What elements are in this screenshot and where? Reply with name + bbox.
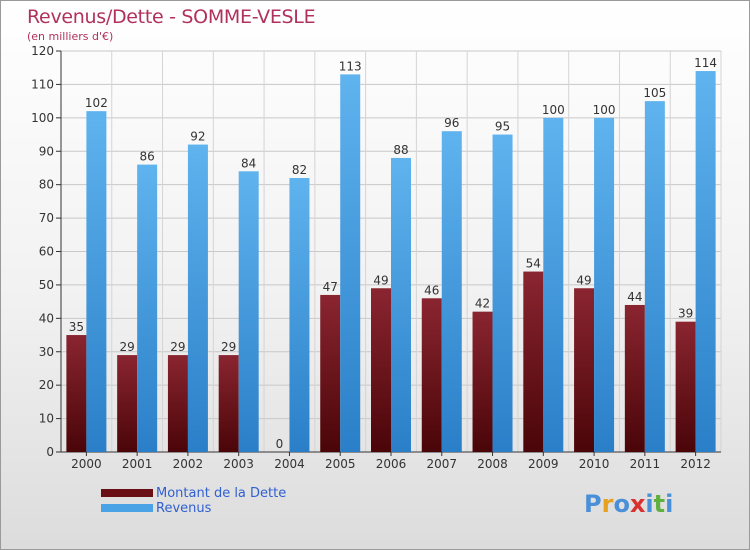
legend-label-debt: Montant de la Dette xyxy=(156,486,287,501)
bar-debt xyxy=(574,288,595,452)
bar-debt xyxy=(624,304,645,452)
data-label-revenue: 100 xyxy=(542,103,565,117)
x-tick-label: 2009 xyxy=(528,457,559,471)
bar-debt xyxy=(167,355,188,452)
data-label-revenue: 88 xyxy=(393,143,408,157)
x-tick-label: 2000 xyxy=(71,457,102,471)
x-tick-label: 2012 xyxy=(680,457,711,471)
logo-letter: o xyxy=(613,490,630,518)
bar-revenue xyxy=(391,157,411,452)
bar-revenue xyxy=(492,134,513,452)
x-tick-label: 2001 xyxy=(122,457,153,471)
data-label-revenue: 102 xyxy=(85,96,108,110)
x-tick-label: 2011 xyxy=(630,457,661,471)
data-label-revenue: 114 xyxy=(694,56,717,70)
bar-debt xyxy=(421,298,442,452)
bar-revenue xyxy=(238,171,259,453)
legend-swatch-debt xyxy=(101,489,153,497)
data-label-revenue: 86 xyxy=(140,150,155,164)
bar-debt xyxy=(320,294,341,452)
bar-revenue xyxy=(543,117,564,452)
chart-subtitle: (en milliers d'€) xyxy=(27,30,114,43)
data-label-debt: 44 xyxy=(627,290,642,304)
bar-revenue xyxy=(594,117,615,452)
chart-title: Revenus/Dette - SOMME-VESLE xyxy=(27,6,316,28)
bar-revenue xyxy=(441,131,462,452)
y-tick-label: 20 xyxy=(39,378,54,392)
data-label-revenue: 100 xyxy=(593,103,616,117)
data-label-debt: 46 xyxy=(424,283,439,297)
data-label-debt: 35 xyxy=(69,320,84,334)
bar-revenue xyxy=(187,144,208,453)
data-label-revenue: 105 xyxy=(643,86,666,100)
data-label-debt: 54 xyxy=(526,257,541,271)
data-label-debt: 47 xyxy=(323,280,338,294)
y-tick-label: 30 xyxy=(39,345,54,359)
x-tick-label: 2007 xyxy=(426,457,457,471)
bar-debt xyxy=(472,311,493,452)
data-label-debt: 42 xyxy=(475,297,490,311)
logo-letter: t xyxy=(653,490,666,518)
logo-letter: r xyxy=(601,490,614,518)
y-tick-label: 90 xyxy=(39,144,54,158)
x-tick-label: 2003 xyxy=(223,457,254,471)
y-tick-label: 50 xyxy=(39,278,54,292)
bar-debt xyxy=(371,288,391,452)
x-tick-label: 2002 xyxy=(173,457,204,471)
legend-swatch-revenue xyxy=(101,504,153,512)
y-tick-label: 120 xyxy=(31,44,54,58)
bars xyxy=(66,71,716,453)
bar-revenue xyxy=(644,101,665,452)
bar-revenue xyxy=(86,111,107,453)
bar-debt xyxy=(218,355,239,452)
data-label-revenue: 92 xyxy=(190,130,205,144)
bar-debt xyxy=(523,271,544,452)
data-label-debt: 0 xyxy=(276,437,284,451)
labels: 0 10 20 30 40 50 60 70 80 90 100 110 120 35 102 2000 29 8… xyxy=(31,44,717,471)
data-label-debt: 29 xyxy=(120,340,135,354)
bar-revenue xyxy=(137,164,158,452)
y-tick-label: 10 xyxy=(39,412,54,426)
bar-revenue xyxy=(289,177,310,452)
bar-debt xyxy=(675,321,696,452)
bar-debt xyxy=(66,335,87,452)
logo-letter: i xyxy=(645,490,654,518)
data-label-debt: 49 xyxy=(576,273,591,287)
y-tick-label: 0 xyxy=(46,445,54,459)
y-tick-label: 70 xyxy=(39,211,54,225)
bar-debt xyxy=(117,355,138,452)
y-tick-label: 80 xyxy=(39,178,54,192)
x-tick-label: 2004 xyxy=(274,457,305,471)
x-tick-label: 2008 xyxy=(477,457,508,471)
y-tick-label: 110 xyxy=(31,77,54,91)
logo-letter: P xyxy=(584,490,602,518)
x-tick-label: 2006 xyxy=(376,457,407,471)
data-label-debt: 29 xyxy=(170,340,185,354)
x-tick-label: 2005 xyxy=(325,457,356,471)
data-label-revenue: 84 xyxy=(241,156,256,170)
proxiti-logo: Proxiti xyxy=(584,490,673,518)
logo-letter: i xyxy=(665,490,674,518)
x-tick-label: 2010 xyxy=(579,457,610,471)
y-tick-label: 100 xyxy=(31,111,54,125)
bar-revenue xyxy=(340,74,361,453)
data-label-debt: 39 xyxy=(678,307,693,321)
data-label-revenue: 96 xyxy=(444,116,459,130)
logo-letter: x xyxy=(629,490,646,518)
data-label-debt: 49 xyxy=(373,273,388,287)
legend-label-revenue: Revenus xyxy=(156,501,212,516)
data-label-revenue: 95 xyxy=(495,120,510,134)
data-label-revenue: 82 xyxy=(292,163,307,177)
data-label-debt: 29 xyxy=(221,340,236,354)
bar-revenue xyxy=(695,71,716,453)
y-tick-label: 40 xyxy=(39,311,54,325)
data-label-revenue: 113 xyxy=(339,59,362,73)
y-tick-label: 60 xyxy=(39,245,54,259)
